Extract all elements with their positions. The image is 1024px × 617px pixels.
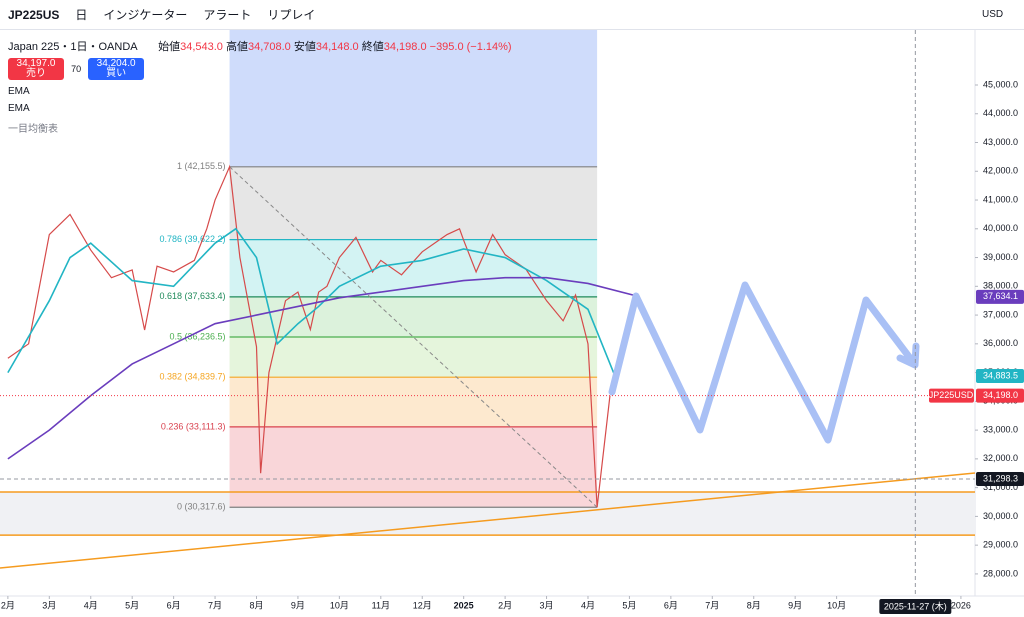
forecast-drawing (608, 281, 920, 444)
crosshair-badge (879, 599, 952, 614)
price-badge (976, 388, 1024, 403)
name-badge (929, 388, 974, 403)
y-tick-label: 29,000.0 (983, 540, 1018, 550)
close: 34,198.0 (383, 41, 427, 53)
series-line (7, 227, 616, 377)
indicator[interactable]: EMA (8, 103, 30, 114)
indicators-button[interactable]: インジケーター (103, 8, 188, 22)
price-badge (976, 472, 1024, 487)
price-badge-label: 34,198.0 (983, 390, 1018, 400)
y-tick-label: 30,000.0 (983, 511, 1018, 521)
y-tick-label: 38,000.0 (983, 281, 1018, 291)
fib-band (229, 377, 598, 427)
legend: Japan 225・1日・OANDA 始値34,543.0 高値34,708.0… (8, 38, 512, 135)
x-tick-label: 6月 (664, 600, 678, 610)
fib-band (229, 337, 598, 378)
y-tick-label: 31,000.0 (983, 482, 1018, 492)
y-tick-label: 32,000.0 (983, 453, 1018, 463)
y-tick-label: 28,000.0 (983, 568, 1018, 578)
high-label: 高値 (225, 41, 248, 53)
fib-range (229, 30, 598, 167)
x-tick-label: 2月 (498, 600, 512, 610)
series-line (7, 164, 611, 508)
x-tick-label: 9月 (788, 600, 802, 610)
price-badge (976, 368, 1024, 383)
x-tick-label: 12月 (413, 600, 432, 610)
price-badge (976, 289, 1024, 304)
y-tick-label: 43,000.0 (983, 137, 1018, 147)
interval[interactable]: 日 (75, 8, 88, 22)
sell-price: 34,197.0 (16, 58, 56, 69)
y-tick-label: 42,000.0 (983, 166, 1018, 176)
close-label: 終値 (361, 41, 384, 53)
price-badge-label: 31,298.3 (983, 473, 1018, 483)
fib-label: 0.5 (36,236.5) (170, 331, 226, 341)
x-tick-label: 2026 (951, 600, 971, 610)
x-tick-label: 11月 (372, 600, 390, 610)
x-tick-label: 8月 (249, 600, 263, 610)
x-tick-label: 3月 (42, 600, 56, 610)
y-tick-label: 40,000.0 (983, 223, 1018, 233)
chart: 1 (42,155.5) 0.786 (39,622.2) 0.618 (37,63… (0, 30, 1024, 614)
crosshair-label: 2025-11-27 (木) (884, 600, 947, 611)
fib-band (229, 166, 598, 240)
x-tick-label: 2月 (1, 600, 15, 610)
x-tick-label: 8月 (747, 600, 761, 610)
series-line (7, 276, 640, 460)
sell-label: 売り (26, 68, 46, 79)
fib-label: 0.236 (33,111.3) (161, 421, 226, 431)
open-label: 始値 (158, 41, 181, 53)
fib-label: 0.786 (39,622.2) (159, 234, 225, 244)
spread: 70 (71, 63, 82, 74)
x-tick-label: 5月 (125, 600, 139, 610)
x-tick-label: 4月 (84, 600, 98, 610)
fib-label: 0 (30,317.6) (177, 502, 226, 512)
buy-label: 買い (106, 68, 127, 79)
high: 34,708.0 (247, 41, 291, 53)
name-badge-label: JP225USD (929, 390, 974, 400)
x-tick-label: 2025 (454, 600, 474, 610)
alert-button[interactable]: アラート (203, 8, 252, 22)
toolbar: JP225US 日 インジケーター アラート リプレイ USD (0, 0, 1024, 30)
x-tick-label: 3月 (540, 600, 554, 610)
y-tick-label: 39,000.0 (983, 252, 1018, 262)
price-badge-label: 37,634.1 (983, 291, 1018, 301)
x-tick-label: 9月 (291, 600, 305, 610)
fib-label: 0.618 (37,633.4) (159, 291, 225, 301)
y-tick-label: 44,000.0 (983, 108, 1018, 118)
y-tick-label: 36,000.0 (983, 338, 1018, 348)
symbol[interactable]: JP225US (8, 7, 60, 22)
x-tick-label: 6月 (167, 600, 181, 610)
fib-label: 1 (42,155.5) (177, 161, 226, 171)
fib-band (229, 426, 598, 508)
x-tick-label: 5月 (622, 600, 636, 610)
currency[interactable]: USD (982, 9, 1004, 20)
y-tick-label: 33,000.0 (983, 424, 1018, 434)
indicator[interactable]: 一目均衡表 (8, 124, 58, 135)
x-tick-label: 10月 (330, 600, 349, 610)
x-tick-label: 4月 (581, 600, 595, 610)
fib-label: 0.382 (34,839.7) (159, 372, 225, 382)
x-tick-label: 7月 (705, 600, 719, 610)
change: −395.0 (−1.14%) (429, 41, 512, 53)
sell-button[interactable]: 34,197.0 売り (8, 58, 64, 80)
replay-button[interactable]: リプレイ (267, 8, 316, 22)
y-tick-label: 37,000.0 (983, 309, 1018, 319)
y-tick-label: 41,000.0 (983, 194, 1018, 204)
x-tick-label: 7月 (208, 600, 222, 610)
trend-line (0, 472, 976, 569)
buy-price: 34,204.0 (96, 58, 136, 69)
x-tick-label: 10月 (827, 600, 846, 610)
y-tick-label: 45,000.0 (983, 79, 1018, 89)
low-label: 安値 (293, 41, 316, 53)
buy-button[interactable]: 34,204.0 買い (88, 58, 145, 80)
indicator[interactable]: EMA (8, 86, 30, 97)
open: 34,543.0 (180, 41, 223, 53)
low: 34,148.0 (315, 41, 359, 53)
legend-title: Japan 225・1日・OANDA (8, 41, 138, 53)
price-badge-label: 34,883.5 (983, 370, 1018, 380)
